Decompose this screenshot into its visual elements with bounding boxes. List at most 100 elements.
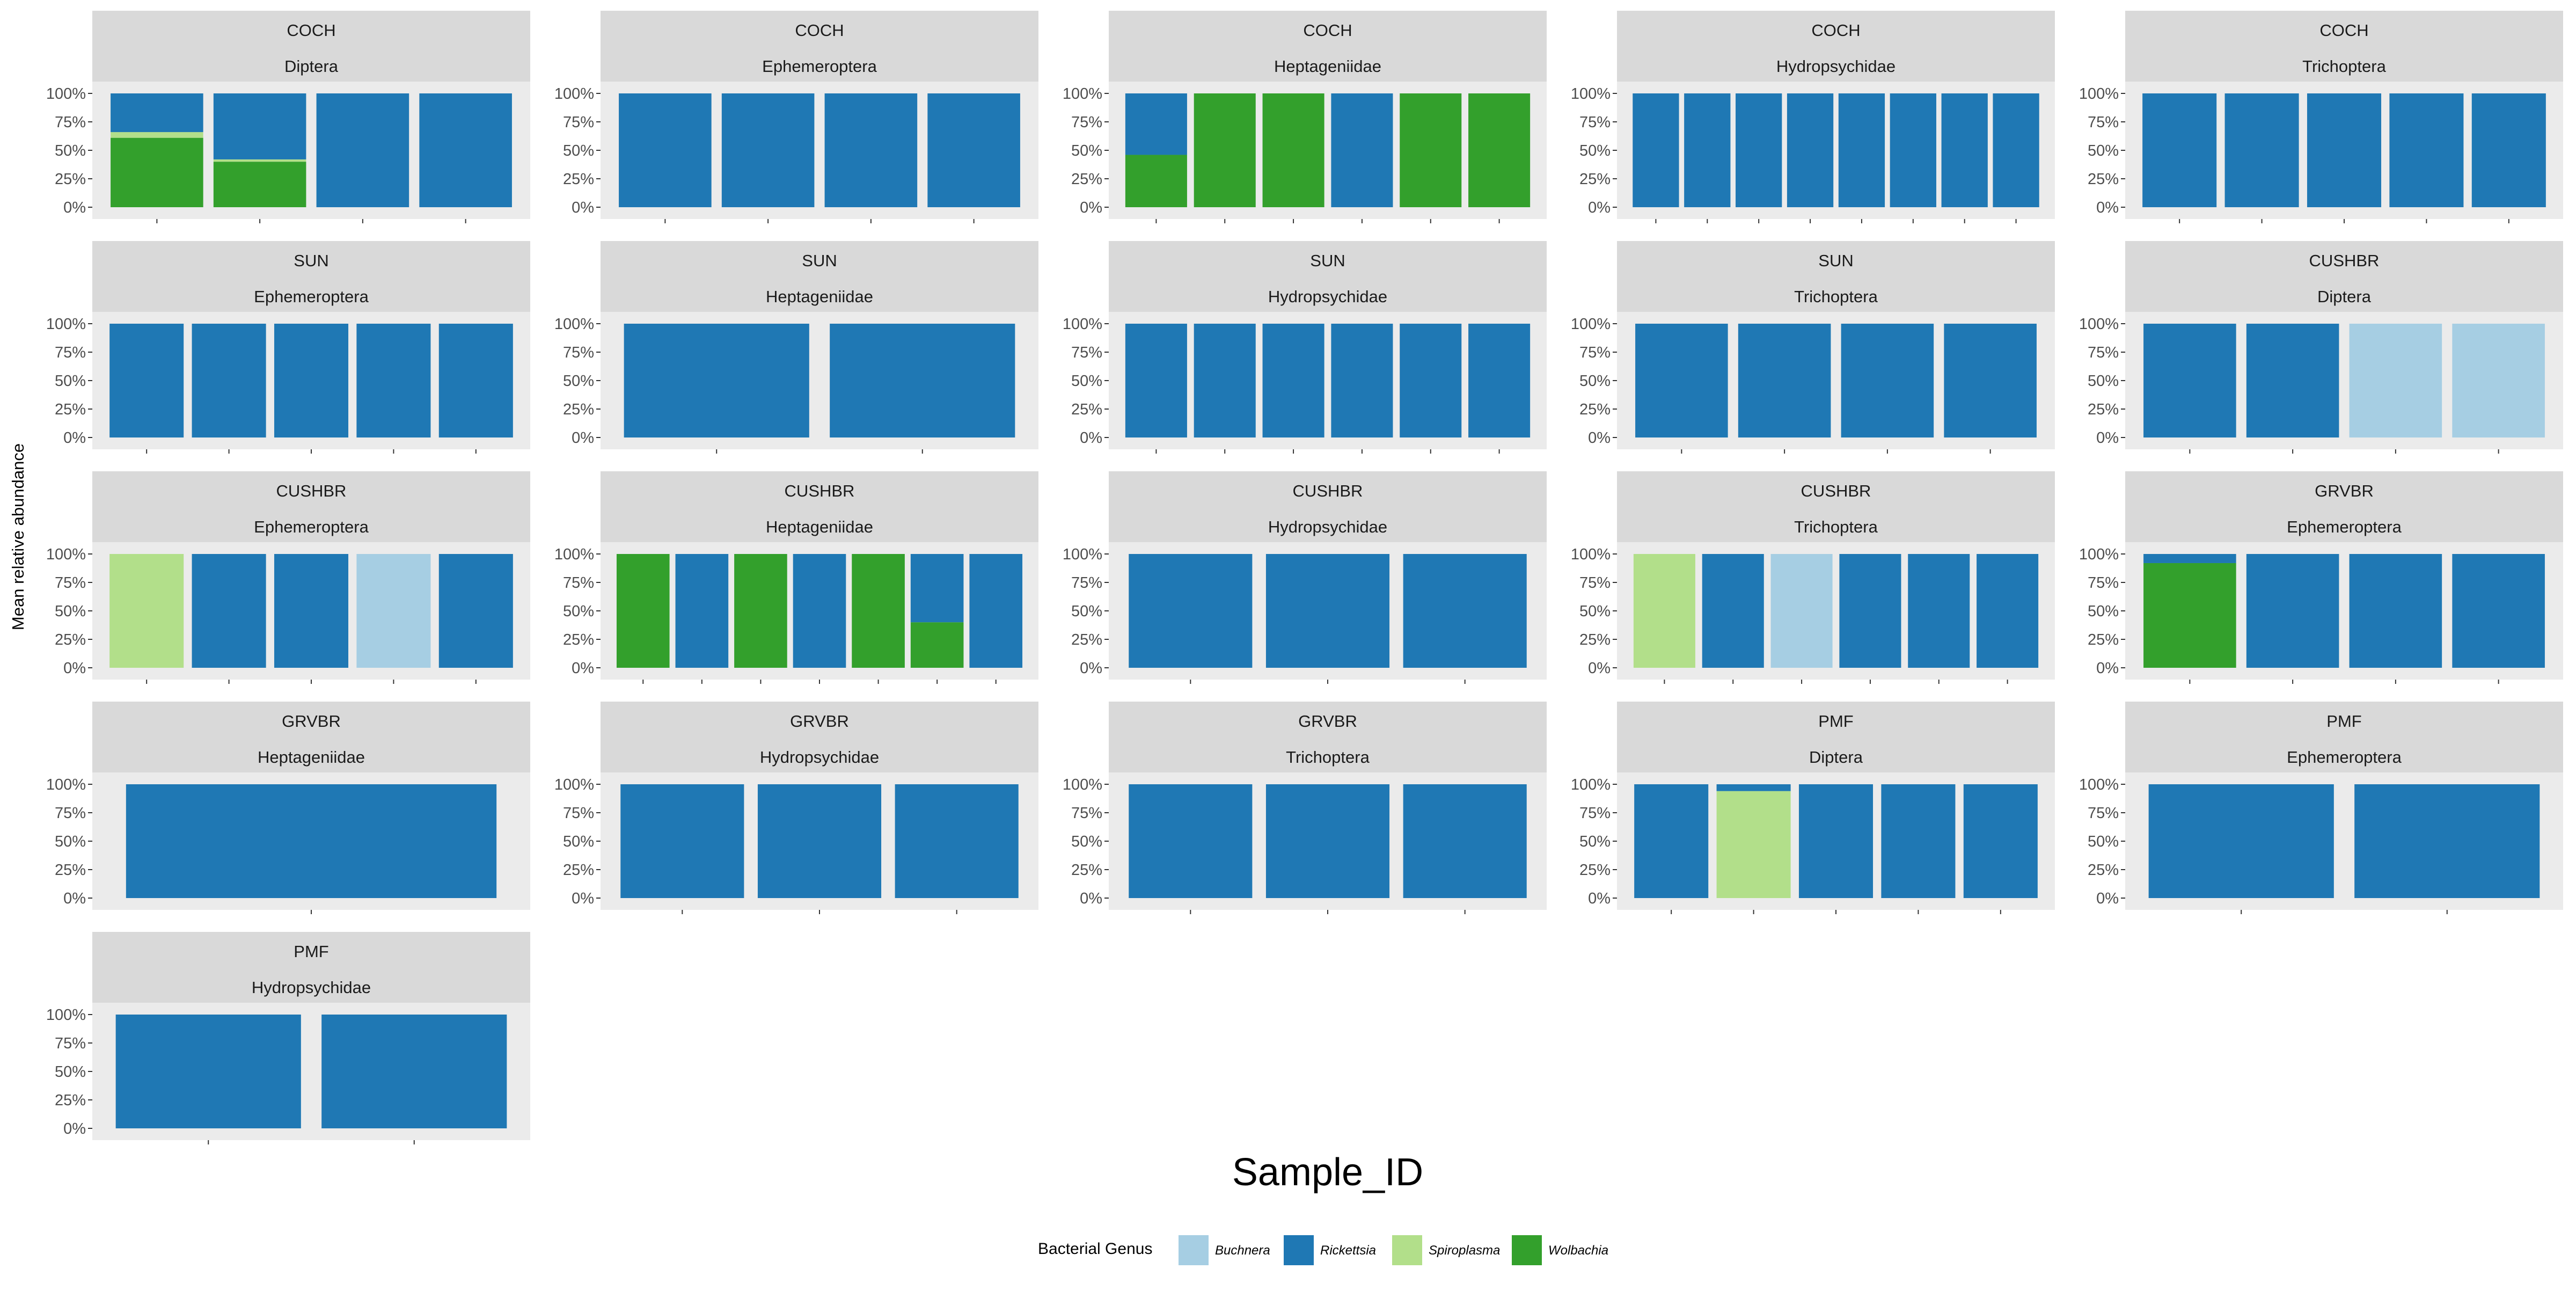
bar-segment-rickettsia [1798,784,1874,898]
y-tick-label: 100% [2079,85,2119,103]
y-tick-label: 0% [2096,199,2119,216]
y-tick-label: 75% [55,114,86,131]
facet-panel: GRVBR Hydropsychidae 0% 25% 50% 75% 100% [554,702,1038,914]
bar-segment-rickettsia [1716,784,1791,791]
bar-segment-rickettsia [438,554,513,668]
facet-panel: SUN Heptageniidae 0% 25% 50% 75% 100% [554,241,1038,454]
facet-strip-taxon: Heptageniidae [1274,57,1381,76]
bar-segment-rickettsia [2142,93,2217,207]
bar-segment-rickettsia [1468,324,1531,437]
facet-strip-taxon: Ephemeroptera [2287,748,2402,767]
facet-strip [601,11,1038,82]
facet-strip-taxon: Ephemeroptera [2287,517,2402,536]
bar-segment-rickettsia [757,784,882,898]
legend-label-buchnera: Buchnera [1215,1243,1270,1258]
facet-strip-site: GRVBR [1298,712,1357,731]
bar-segment-wolbachia [1194,93,1256,207]
facet-strip [1617,11,2055,82]
facet-strip [92,11,530,82]
bar-segment-wolbachia [1400,93,1462,207]
bar-segment-rickettsia [1403,554,1527,668]
bar-segment-rickettsia [1331,93,1393,207]
facet-panel: PMF Ephemeroptera 0% 25% 50% 75% 100% [2079,702,2563,914]
y-tick-label: 0% [572,660,594,677]
y-tick-label: 75% [1071,344,1102,361]
facet-strip-taxon: Ephemeroptera [254,287,369,306]
x-axis-title: Sample_ID [1232,1151,1423,1194]
y-tick-label: 0% [1588,890,1611,907]
bar-segment-rickettsia [2224,93,2299,207]
legend-key-rickettsia [1284,1235,1314,1265]
facet-strip [92,702,530,772]
bar-segment-wolbachia [213,162,306,207]
bar-segment-rickettsia [2246,324,2339,437]
y-tick-label: 75% [55,574,86,592]
facet-strip-taxon: Hydropsychidae [252,978,371,997]
facet-strip [2125,11,2563,82]
bar-segment-spiroplasma [109,554,184,668]
y-tick-label: 0% [63,429,86,447]
bar-segment-wolbachia [616,554,670,668]
y-tick-label: 0% [1080,429,1102,447]
bar-segment-rickettsia [910,554,964,623]
bar-segment-rickettsia [1944,324,2037,437]
facet-panel: SUN Trichoptera 0% 25% 50% 75% 100% [1571,241,2055,454]
y-tick-label: 50% [1579,373,1611,390]
facet-strip-site: COCH [287,21,335,40]
bar-segment-rickettsia [1881,784,1956,898]
y-tick-label: 75% [1071,805,1102,822]
bar-segment-rickettsia [2354,784,2540,898]
y-tick-label: 75% [55,344,86,361]
y-tick-label: 25% [55,401,86,418]
bar-segment-rickettsia [1125,93,1187,155]
facet-strip-taxon: Heptageniidae [766,517,873,536]
facet-strip [1617,702,2055,772]
y-tick-label: 25% [1071,631,1102,648]
y-tick-label: 100% [46,1006,86,1024]
y-tick-label: 25% [55,1092,86,1109]
bar-segment-rickettsia [2307,93,2382,207]
bar-segment-spiroplasma [111,132,203,138]
facet-strip-taxon: Ephemeroptera [762,57,877,76]
facet-strip-site: PMF [294,942,328,961]
y-tick-label: 100% [554,776,594,793]
facet-strip [601,471,1038,542]
y-tick-label: 100% [1063,546,1102,563]
bar-segment-rickettsia [620,784,744,898]
facet-panel: GRVBR Ephemeroptera 0% 25% 50% 75% 100% [2079,471,2563,684]
y-tick-label: 50% [563,373,594,390]
facet-strip-taxon: Diptera [1809,748,1863,767]
legend-label-rickettsia: Rickettsia [1320,1243,1376,1258]
facet-panel: COCH Diptera 0% 25% 50% 75% 100% [46,11,530,223]
facet-strip-site: GRVBR [2315,482,2374,500]
facet-strip-site: CUSHBR [276,482,347,500]
facet-strip-site: COCH [1811,21,1860,40]
facet-strip-taxon: Ephemeroptera [254,517,369,536]
facet-strip [601,702,1038,772]
bar-segment-rickettsia [1400,324,1462,437]
facet-panel: COCH Heptageniidae 0% 25% 50% 75% 100% [1063,11,1547,223]
facet-strip [92,932,530,1003]
y-tick-label: 0% [63,890,86,907]
y-tick-label: 100% [1063,316,1102,333]
bar-segment-rickettsia [1634,784,1709,898]
facet-strip [1109,241,1547,312]
y-tick-label: 0% [1080,199,1102,216]
facet-strip [2125,471,2563,542]
panel-background [1617,82,2055,219]
y-tick-label: 100% [1571,546,1611,563]
y-tick-label: 25% [1579,171,1611,188]
facet-strip [92,241,530,312]
bar-segment-buchnera [356,554,431,668]
y-tick-label: 100% [46,776,86,793]
bar-segment-rickettsia [126,784,497,898]
y-tick-label: 50% [55,142,86,159]
bar-segment-rickettsia [675,554,729,668]
bar-segment-rickettsia [2349,554,2442,668]
facet-strip [1109,11,1547,82]
y-tick-label: 50% [2088,142,2119,159]
bar-segment-rickettsia [1265,554,1390,668]
bar-segment-rickettsia [721,93,815,207]
y-tick-label: 100% [46,316,86,333]
facet-strip-taxon: Hydropsychidae [1776,57,1896,76]
